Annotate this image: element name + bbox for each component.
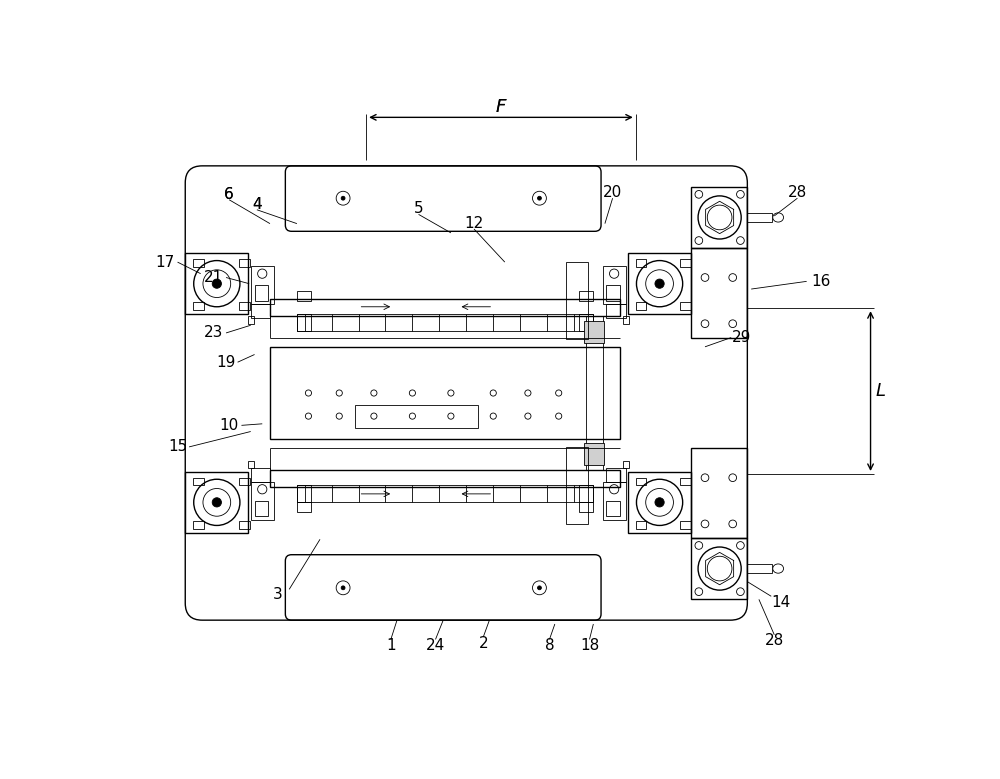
Bar <box>239 478 250 485</box>
Text: 2: 2 <box>478 636 488 650</box>
Bar <box>579 315 593 331</box>
Bar <box>579 502 593 512</box>
Bar <box>566 447 588 524</box>
Bar <box>270 347 620 439</box>
Bar <box>566 262 588 339</box>
Circle shape <box>538 196 541 200</box>
Text: 17: 17 <box>155 255 174 270</box>
Bar <box>623 316 629 324</box>
Circle shape <box>655 279 664 288</box>
Ellipse shape <box>773 564 784 573</box>
Bar <box>680 478 691 485</box>
Bar <box>297 315 593 331</box>
Text: 18: 18 <box>580 638 599 653</box>
Bar <box>680 521 691 528</box>
Text: 8: 8 <box>545 638 554 653</box>
Circle shape <box>341 586 345 590</box>
Text: 10: 10 <box>220 418 239 433</box>
Bar <box>255 285 268 301</box>
Ellipse shape <box>773 213 784 222</box>
Bar <box>691 538 747 599</box>
Text: 29: 29 <box>732 330 752 345</box>
Bar <box>636 302 646 310</box>
Text: 20: 20 <box>603 185 622 200</box>
Text: 4: 4 <box>252 197 262 212</box>
Text: 4: 4 <box>252 197 262 212</box>
Bar <box>623 460 629 468</box>
Bar <box>251 266 274 305</box>
Bar <box>297 315 311 331</box>
Bar <box>584 322 604 343</box>
Bar <box>586 316 603 470</box>
Bar <box>636 478 646 485</box>
Bar <box>579 485 593 502</box>
Bar <box>193 521 204 528</box>
Text: 6: 6 <box>224 187 234 202</box>
Bar <box>255 501 268 516</box>
Bar <box>606 468 626 481</box>
Bar <box>239 521 250 528</box>
Bar <box>606 285 620 301</box>
Bar <box>691 249 747 337</box>
Bar <box>355 404 478 428</box>
Bar <box>628 471 691 533</box>
Text: 6: 6 <box>224 187 234 202</box>
Circle shape <box>212 279 221 288</box>
Bar <box>680 259 691 266</box>
Bar <box>270 299 620 316</box>
Text: 23: 23 <box>204 326 223 340</box>
Text: F: F <box>496 97 506 115</box>
Bar <box>248 316 254 324</box>
Bar <box>193 478 204 485</box>
Bar <box>297 485 311 502</box>
Bar <box>193 259 204 266</box>
Text: 24: 24 <box>426 638 445 653</box>
Text: 28: 28 <box>765 633 784 648</box>
Bar <box>636 521 646 528</box>
Bar <box>193 302 204 310</box>
Bar <box>584 443 604 464</box>
Bar <box>251 305 270 318</box>
Text: 16: 16 <box>811 274 830 289</box>
Bar <box>606 305 626 318</box>
Bar <box>747 564 772 573</box>
Bar <box>691 187 747 249</box>
Bar <box>579 291 593 301</box>
Bar <box>603 481 626 520</box>
Bar <box>239 302 250 310</box>
Text: 21: 21 <box>204 270 223 285</box>
Bar <box>185 253 248 315</box>
Text: 12: 12 <box>464 216 484 231</box>
Bar <box>297 485 593 502</box>
Bar <box>680 302 691 310</box>
Text: L: L <box>876 382 886 400</box>
Circle shape <box>212 498 221 507</box>
Text: 28: 28 <box>788 185 807 200</box>
Bar <box>185 471 248 533</box>
Bar <box>248 460 254 468</box>
Bar <box>251 468 270 481</box>
Bar <box>297 502 311 512</box>
Bar <box>636 259 646 266</box>
Text: F: F <box>496 97 506 115</box>
Circle shape <box>655 498 664 507</box>
Bar <box>606 501 620 516</box>
Text: 1: 1 <box>386 638 396 653</box>
Text: 14: 14 <box>771 595 790 610</box>
Bar <box>251 481 274 520</box>
Text: 3: 3 <box>273 587 283 602</box>
Bar <box>297 291 311 301</box>
Circle shape <box>538 586 541 590</box>
Circle shape <box>341 196 345 200</box>
Bar <box>628 253 691 315</box>
Bar <box>239 259 250 266</box>
Text: 5: 5 <box>414 201 423 216</box>
Bar <box>270 470 620 487</box>
Bar <box>603 266 626 305</box>
Bar <box>691 449 747 538</box>
Text: 15: 15 <box>168 439 187 454</box>
Bar <box>747 213 772 222</box>
Text: 19: 19 <box>216 354 236 370</box>
